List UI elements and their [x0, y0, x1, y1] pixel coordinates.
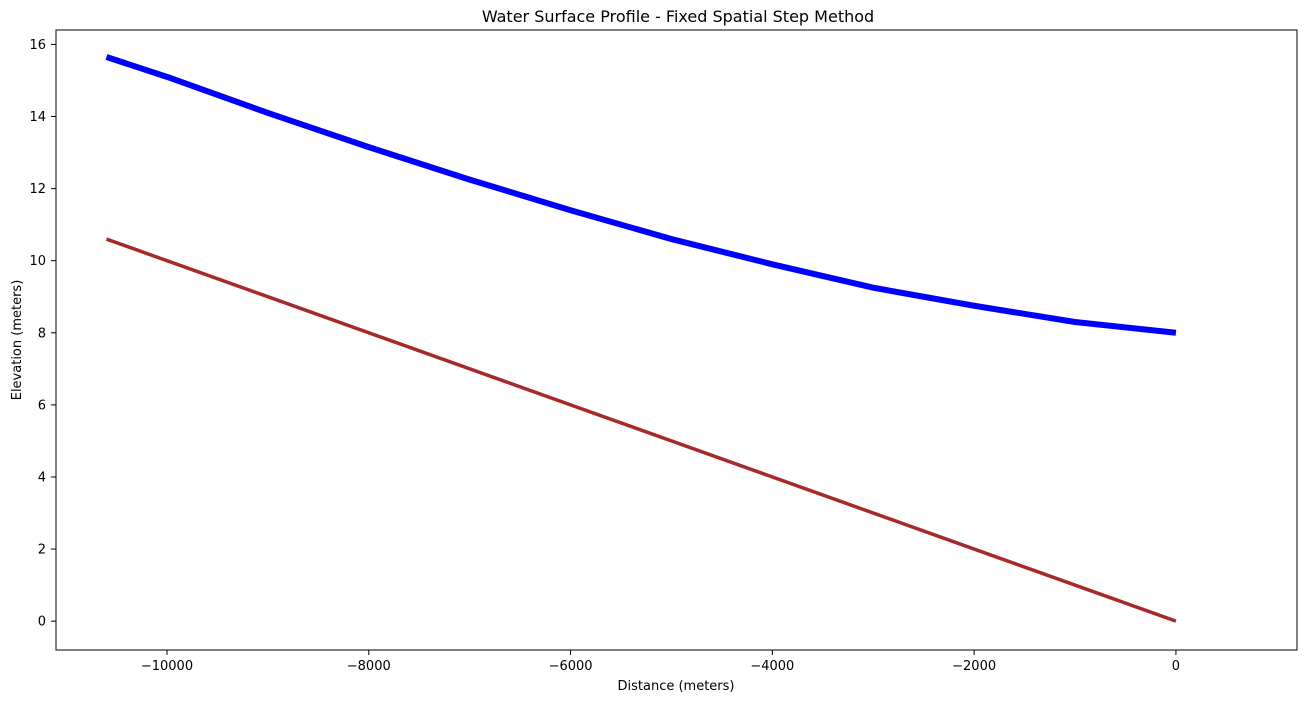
y-tick-label: 10	[29, 254, 46, 269]
series-line-2	[105, 237, 1177, 623]
plot-area	[55, 29, 1298, 651]
chart-title: Water Surface Profile - Fixed Spatial St…	[482, 7, 874, 26]
y-tick-label: 4	[38, 470, 46, 485]
x-tick-label: −10000	[141, 659, 193, 674]
y-tick-label: 2	[38, 543, 46, 558]
y-tick-label: 12	[29, 182, 46, 197]
x-tick-label: −2000	[952, 659, 996, 674]
y-tick-label: 6	[38, 398, 46, 413]
y-axis: 0 2 4 6 8 10 12 14 16	[29, 38, 56, 630]
series-line-1	[105, 54, 1177, 336]
plot-frame	[55, 29, 1298, 651]
y-tick-label: 8	[38, 326, 46, 341]
x-tick-label: −6000	[549, 659, 593, 674]
x-tick-label: −4000	[750, 659, 794, 674]
x-axis-label: Distance (meters)	[618, 679, 735, 694]
x-tick-label: −8000	[347, 659, 391, 674]
x-tick-label: 0	[1172, 659, 1180, 674]
y-tick-label: 14	[29, 110, 46, 125]
x-axis: −10000 −8000 −6000 −4000 −2000 0	[141, 650, 1180, 674]
y-tick-label: 0	[38, 615, 46, 630]
y-tick-label: 16	[29, 38, 46, 53]
y-axis-label: Elevation (meters)	[10, 280, 25, 401]
series-layer	[105, 54, 1177, 623]
